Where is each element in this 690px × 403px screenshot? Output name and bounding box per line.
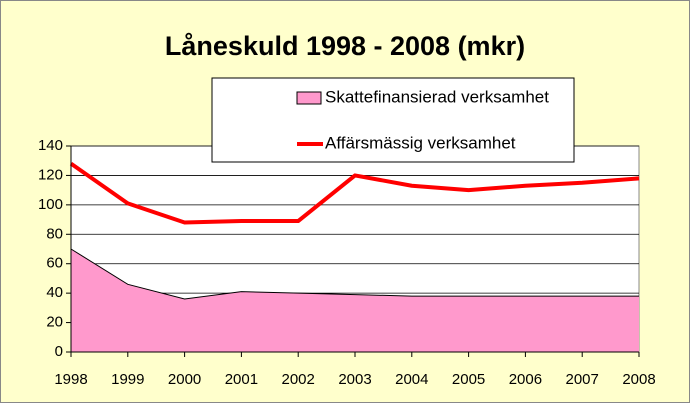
legend-label: Affärsmässig verksamhet xyxy=(325,133,516,152)
x-tick-label: 2006 xyxy=(509,371,542,388)
x-tick-label: 2001 xyxy=(225,371,258,388)
x-tick-label: 2004 xyxy=(395,371,428,388)
legend xyxy=(211,77,575,163)
line xyxy=(69,162,640,225)
x-tick-label: 2002 xyxy=(282,371,315,388)
legend-label: Skattefinansierad verksamhet xyxy=(325,87,549,106)
y-tick-label: 40 xyxy=(46,284,63,301)
y-tick-label: 20 xyxy=(46,314,63,331)
x-tick-label: 2003 xyxy=(338,371,371,388)
y-tick-label: 100 xyxy=(38,196,63,213)
x-tick-label: 1999 xyxy=(111,371,144,388)
x-tick-label: 2005 xyxy=(452,371,485,388)
y-tick-label: 80 xyxy=(46,225,63,242)
y-tick-label: 140 xyxy=(38,137,63,154)
legend-swatch xyxy=(296,91,322,105)
x-tick-label: 2007 xyxy=(566,371,599,388)
chart-title: Låneskuld 1998 - 2008 (mkr) xyxy=(165,31,525,61)
y-tick-label: 120 xyxy=(38,166,63,183)
area-edge xyxy=(70,248,639,300)
x-tick-label: 2000 xyxy=(168,371,201,388)
x-tick-label: 2008 xyxy=(622,371,655,388)
y-tick-label: 0 xyxy=(55,343,63,360)
area xyxy=(71,249,639,352)
y-tick-label: 60 xyxy=(46,255,63,272)
x-tick-label: 1998 xyxy=(54,371,87,388)
